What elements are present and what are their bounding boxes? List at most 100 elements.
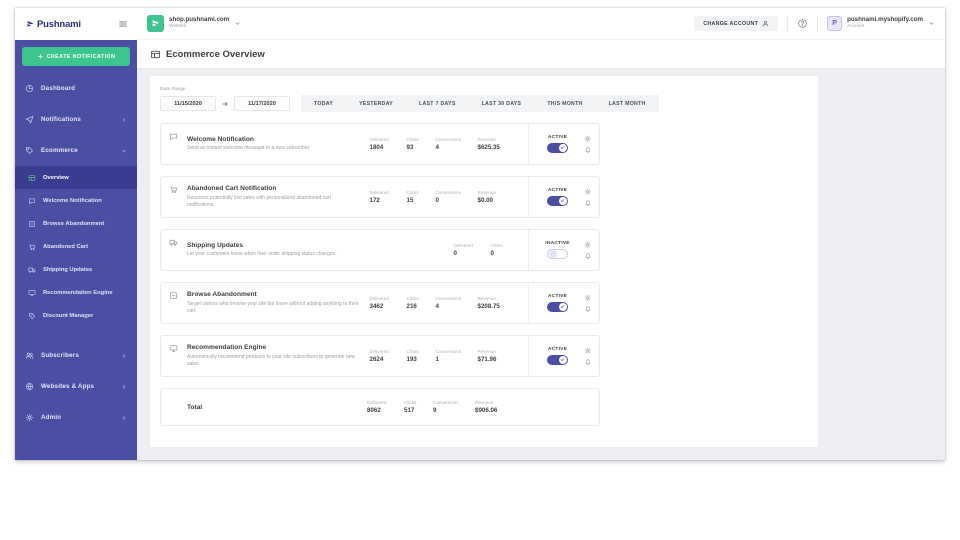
preset-yesterday[interactable]: YESTERDAY	[346, 95, 407, 112]
row-description: Target visitors who browse your site but…	[187, 300, 359, 314]
account-selector[interactable]: P pushnami.myshopify.com Account	[827, 16, 935, 31]
notifications-icon	[25, 115, 34, 124]
row-stats: Delivered 1804 Clicks 93 Conversions 4 Reve…	[370, 137, 520, 152]
sidebar-subitem-overview[interactable]: Overview	[15, 166, 137, 189]
stat-clicks: Clicks 15	[406, 189, 419, 205]
preset-last-month[interactable]: LAST MONTH	[595, 95, 659, 112]
gear-icon[interactable]	[584, 347, 592, 355]
row-title: Recommendation Engine	[187, 344, 267, 352]
website-type-label: Website	[169, 24, 187, 30]
sidebar-item-dashboard[interactable]: Dashboard	[15, 73, 137, 104]
sidebar-subitem-welcome-notification[interactable]: Welcome Notification	[15, 189, 137, 212]
help-icon[interactable]	[797, 18, 808, 29]
ecommerce-submenu: Overview Welcome Notification Browse Aband…	[15, 166, 137, 327]
sidebar-item-admin[interactable]: Admin	[15, 402, 137, 433]
preset-last-7-days[interactable]: LAST 7 DAYS	[406, 95, 469, 112]
notification-list: Welcome Notification Send an instant wel…	[158, 123, 810, 377]
create-notification-button[interactable]: CREATE NOTIFICATION	[22, 47, 130, 66]
pushnami-logo-icon	[26, 20, 35, 29]
sidebar-subitem-label: Overview	[43, 174, 69, 181]
bell-icon[interactable]	[584, 146, 592, 154]
stat-conversions: Conversions 0	[435, 189, 462, 205]
sidebar-item-subscribers[interactable]: Subscribers	[15, 340, 137, 371]
status-toggle[interactable]	[547, 354, 568, 365]
divider	[787, 15, 789, 32]
change-account-button[interactable]: CHANGE ACCOUNT	[694, 16, 779, 31]
menu-icon[interactable]	[118, 19, 128, 29]
content-background: Date Range 11/15/2020 11/17/2020 TODAY YE…	[137, 68, 945, 460]
check-icon	[560, 198, 565, 203]
dashboard-icon	[25, 84, 34, 93]
row-status: ACTIVE	[537, 347, 579, 365]
notification-row-browse-abandonment: Browse Abandonment Target visitors who b…	[160, 282, 600, 324]
status-toggle[interactable]	[547, 142, 568, 153]
sidebar-item-label: Admin	[41, 414, 62, 421]
websites-icon	[25, 382, 34, 391]
sidebar-item-label: Subscribers	[41, 352, 79, 359]
sidebar-subitem-recommendation-engine[interactable]: Recommendation Engine	[15, 281, 137, 304]
sidebar-subitem-abandoned-cart[interactable]: Abandoned Cart	[15, 235, 137, 258]
website-selector[interactable]: shop.pushnami.com Website	[147, 15, 241, 32]
plus-icon	[37, 53, 44, 60]
divider	[527, 124, 529, 164]
status-toggle[interactable]	[547, 301, 568, 312]
gear-icon[interactable]	[584, 135, 592, 143]
bell-icon[interactable]	[584, 358, 592, 366]
preset-last-30-days[interactable]: LAST 30 DAYS	[468, 95, 535, 112]
pushnami-logo: Pushnami	[26, 19, 81, 30]
recommendation-icon	[28, 289, 36, 297]
row-stats: Delivered 0 Clicks 0	[454, 243, 520, 258]
preset-this-month[interactable]: THIS MONTH	[534, 95, 596, 112]
avatar: P	[827, 16, 843, 31]
account-name: pushnami.myshopify.com	[847, 16, 923, 24]
status-label: ACTIVE	[547, 294, 568, 299]
total-stats: Delivered 8062 Clicks 517 Conversions 9	[367, 400, 517, 415]
row-description: Let your customers know when their order…	[187, 251, 337, 258]
chevron-down-icon	[928, 20, 935, 27]
stat-conversions: Conversions 4	[435, 136, 462, 152]
chevron-left-icon	[121, 353, 127, 359]
stat-delivered: Delivered 2624	[369, 348, 389, 364]
change-account-label: CHANGE ACCOUNT	[703, 20, 759, 27]
stat-revenue: Revenue $0.00	[477, 189, 496, 205]
sidebar-subitem-discount-manager[interactable]: Discount Manager	[15, 304, 137, 327]
topbar-main: shop.pushnami.com Website CHANGE ACCOUNT…	[137, 8, 945, 40]
bell-icon[interactable]	[584, 305, 592, 313]
stat-delivered: Delivered 1804	[369, 136, 389, 152]
date-end-input[interactable]: 11/17/2020	[234, 96, 290, 111]
sidebar-item-notifications[interactable]: Notifications	[15, 104, 137, 135]
row-status: INACTIVE	[537, 241, 579, 259]
sidebar: CREATE NOTIFICATION Dashboard Notificatio…	[15, 40, 137, 460]
stat-revenue: Revenue $71.96	[477, 348, 497, 364]
sidebar-nav-bottom: Subscribers Websites & Apps Admin	[15, 340, 137, 433]
status-toggle[interactable]	[547, 248, 568, 259]
gear-icon[interactable]	[584, 294, 592, 302]
sidebar-item-websites-apps[interactable]: Websites & Apps	[15, 371, 137, 402]
date-range-label: Date Range	[160, 87, 186, 92]
sidebar-subitem-shipping-updates[interactable]: Shipping Updates	[15, 258, 137, 281]
total-conversions: Conversions 9	[433, 399, 459, 415]
stat-conversions: Conversions 1	[435, 348, 462, 364]
bell-icon[interactable]	[584, 199, 592, 207]
create-notification-label: CREATE NOTIFICATION	[46, 53, 116, 60]
chevron-left-icon	[121, 117, 127, 123]
app-window: Pushnami shop.pushnami.com Website CHANG…	[15, 8, 945, 460]
row-description: Send an instant welcome message to a new…	[187, 145, 311, 152]
status-toggle[interactable]	[547, 195, 568, 206]
stat-clicks: Clicks 0	[490, 242, 503, 258]
chevron-down-icon	[121, 148, 127, 154]
status-label: INACTIVE	[545, 241, 570, 246]
divider	[527, 230, 529, 270]
gear-icon[interactable]	[584, 241, 592, 249]
browse-icon	[169, 291, 178, 300]
sidebar-item-ecommerce[interactable]: Ecommerce	[15, 135, 137, 166]
chevron-left-icon	[121, 384, 127, 390]
main-content: Ecommerce Overview Date Range 11/15/2020…	[137, 40, 945, 460]
gear-icon[interactable]	[584, 188, 592, 196]
row-description: Automatically recommend products to your…	[187, 353, 356, 367]
divider	[527, 336, 529, 376]
date-start-input[interactable]: 11/15/2020	[160, 96, 216, 111]
preset-today[interactable]: TODAY	[301, 95, 347, 112]
bell-icon[interactable]	[584, 252, 592, 260]
sidebar-subitem-browse-abandonment[interactable]: Browse Abandonment	[15, 212, 137, 235]
